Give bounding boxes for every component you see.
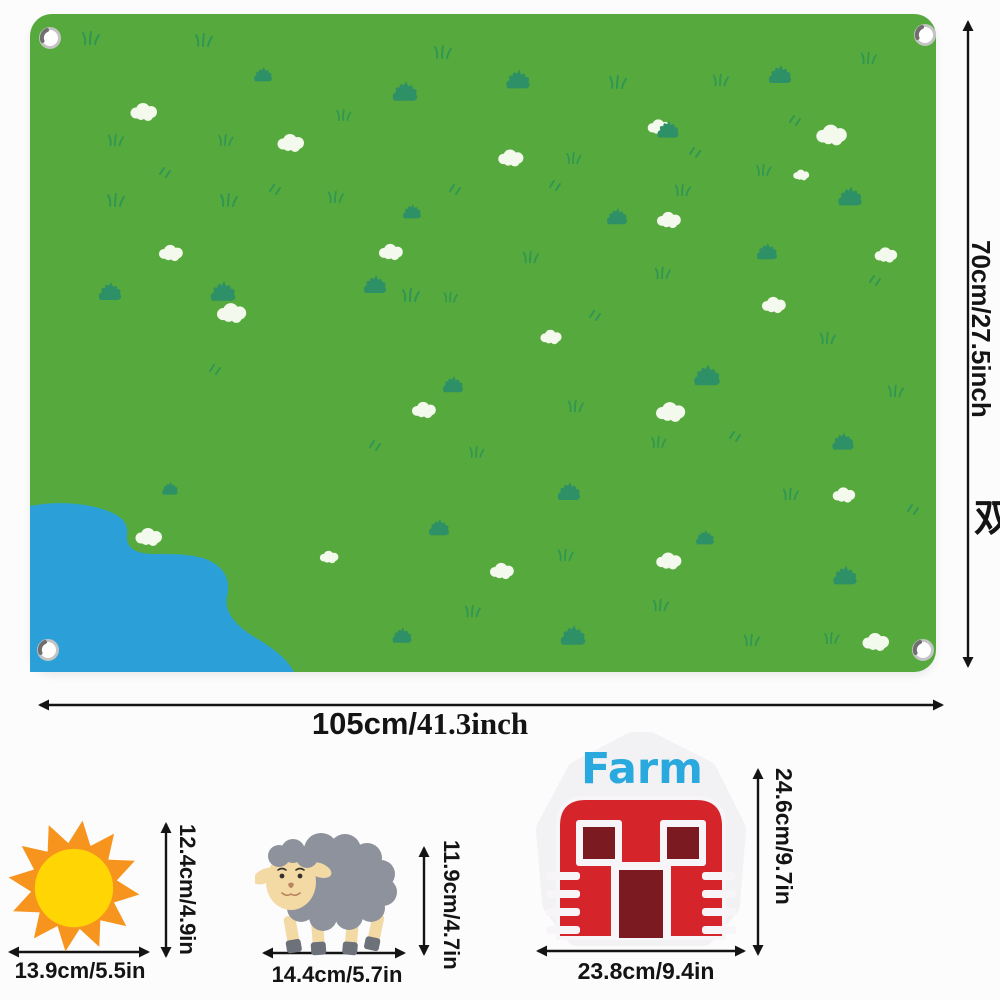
sun-felt-piece <box>8 820 140 952</box>
grass-and-clouds <box>82 31 919 651</box>
grommet-top-right <box>913 23 936 47</box>
board-width-cm: 105cm/ <box>311 706 418 741</box>
board-width-label: 105cm/41.3inch <box>220 708 620 739</box>
felt-board <box>30 14 936 672</box>
board-width-inch: 41.3inch <box>417 706 529 741</box>
sheep-body <box>275 833 397 931</box>
barn-width-label: 23.8cm/9.4in <box>577 958 715 984</box>
barn-felt-piece <box>536 732 746 946</box>
barn-windows <box>576 820 706 866</box>
grommet-bottom-right <box>911 638 935 662</box>
sheep-width-label: 14.4cm/5.7in <box>271 962 403 987</box>
barn-farm-text: Farm <box>581 744 703 794</box>
sheep-head <box>255 839 332 910</box>
felt-board-art <box>30 23 936 672</box>
sun-height-label: 12.4cm/4.9in <box>175 824 200 955</box>
sun-center <box>34 848 114 928</box>
sun-width-label: 13.9cm/5.5in <box>14 958 146 983</box>
pond <box>30 503 294 672</box>
sheep-felt-piece <box>255 833 397 956</box>
barn-door <box>611 862 671 938</box>
partial-edge-character: 双 <box>974 498 1000 540</box>
barn-height-label: 24.6cm/9.7in <box>771 768 797 905</box>
grommet-bottom-left <box>36 638 60 662</box>
grommet-top-left <box>38 26 62 50</box>
sheep-height-label: 11.9cm/4.7in <box>439 840 464 970</box>
board-height-label: 70cm/27.5inch <box>966 240 996 418</box>
barn-side-stripes <box>546 872 736 934</box>
